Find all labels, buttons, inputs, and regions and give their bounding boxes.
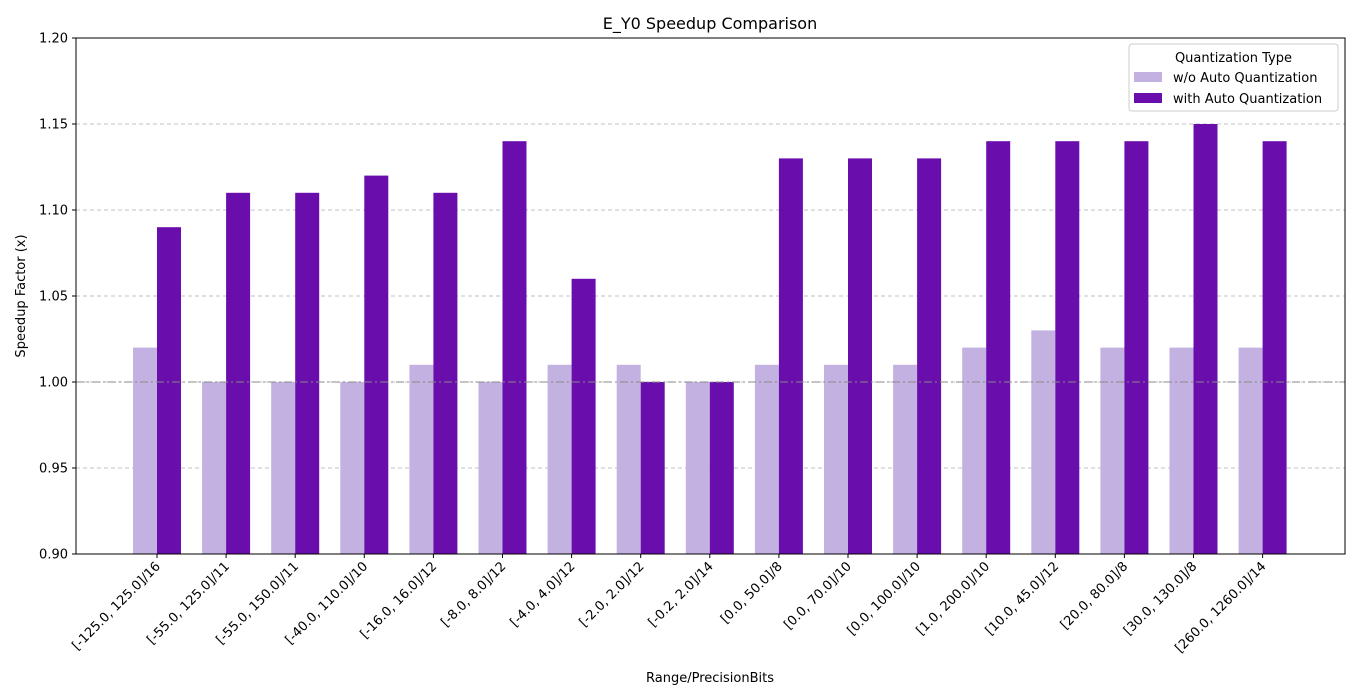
bar-without-auto-quantization [616, 364, 641, 554]
x-tick-label: [30.0, 130.0]/8 [1121, 559, 1200, 638]
y-tick-label: 0.90 [39, 548, 68, 563]
bar-without-auto-quantization [271, 382, 296, 554]
bar-with-auto-quantization [917, 158, 942, 554]
bar-with-auto-quantization [571, 278, 596, 554]
x-tick-label: [0.0, 100.0]/10 [845, 559, 924, 638]
legend-box [1128, 43, 1339, 112]
bar-with-auto-quantization [1262, 141, 1287, 554]
x-tick-label: [-4.0, 4.0]/12 [507, 559, 578, 630]
legend-title: Quantization Type [1175, 51, 1292, 66]
y-tick-label: 1.20 [39, 32, 68, 47]
bar-with-auto-quantization [502, 141, 527, 554]
bar-without-auto-quantization [893, 364, 918, 554]
legend-entry-label: w/o Auto Quantization [1173, 71, 1318, 86]
x-tick-label: [-8.0, 8.0]/12 [438, 559, 509, 630]
bar-with-auto-quantization [1124, 141, 1149, 554]
legend-swatch [1134, 72, 1162, 82]
bar-without-auto-quantization [1100, 347, 1125, 554]
x-tick-label: [20.0, 80.0]/8 [1058, 559, 1132, 633]
bar-without-auto-quantization [478, 382, 503, 554]
bar-without-auto-quantization [1238, 347, 1263, 554]
bar-with-auto-quantization [848, 158, 872, 554]
bar-with-auto-quantization [778, 158, 803, 554]
y-tick-label: 1.00 [39, 376, 68, 391]
bar-without-auto-quantization [133, 347, 157, 554]
x-tick-label: [0.0, 70.0]/10 [781, 559, 855, 633]
bar-with-auto-quantization [433, 192, 458, 555]
bars [133, 124, 1287, 555]
bar-without-auto-quantization [340, 382, 365, 554]
bar-with-auto-quantization [157, 227, 181, 554]
bar-without-auto-quantization [1169, 347, 1194, 554]
bar-with-auto-quantization [1055, 141, 1080, 554]
x-tick-label: [10.0, 45.0]/12 [983, 559, 1062, 638]
y-tick-label: 1.05 [39, 290, 68, 305]
x-tick-label: [-2.0, 2.0]/12 [577, 559, 648, 630]
bar-with-auto-quantization [986, 141, 1011, 554]
y-tick-label: 1.15 [39, 118, 68, 133]
x-tick-label: [0.0, 50.0]/8 [718, 559, 786, 627]
y-tick-label: 1.10 [39, 204, 68, 219]
y-tick-label: 0.95 [39, 462, 68, 477]
bar-with-auto-quantization [364, 175, 389, 554]
bar-without-auto-quantization [685, 382, 710, 554]
x-tick-label: [1.0, 200.0]/10 [914, 559, 993, 638]
legend-entry-label: with Auto Quantization [1173, 92, 1322, 107]
bar-with-auto-quantization [1193, 124, 1218, 554]
bar-with-auto-quantization [226, 192, 251, 555]
x-tick-label: [-0.2, 2.0]/14 [646, 559, 717, 630]
x-tick-label: [-16.0, 16.0]/12 [358, 559, 441, 642]
legend: Quantization Type w/o Auto Quantization wi… [1128, 43, 1339, 112]
bar-without-auto-quantization [547, 364, 572, 554]
bar-with-auto-quantization [709, 382, 734, 554]
bar-without-auto-quantization [754, 364, 779, 554]
x-axis-label: Range/PrecisionBits [646, 671, 774, 686]
legend-swatch [1134, 93, 1162, 103]
bar-without-auto-quantization [962, 347, 987, 554]
bar-without-auto-quantization [409, 364, 434, 554]
bar-with-auto-quantization [295, 192, 320, 555]
bar-without-auto-quantization [202, 382, 227, 554]
x-axis: [-125.0, 125.0]/16[-55.0, 125.0]/11[-55.… [69, 554, 1269, 656]
bar-without-auto-quantization [824, 364, 848, 554]
bar-with-auto-quantization [640, 382, 665, 554]
bar-without-auto-quantization [1031, 330, 1056, 554]
chart-title: E_Y0 Speedup Comparison [603, 14, 817, 34]
y-axis: 0.90 0.95 1.00 1.05 1.10 1.15 1.20 [39, 32, 76, 563]
y-axis-label: Speedup Factor (x) [14, 234, 29, 357]
